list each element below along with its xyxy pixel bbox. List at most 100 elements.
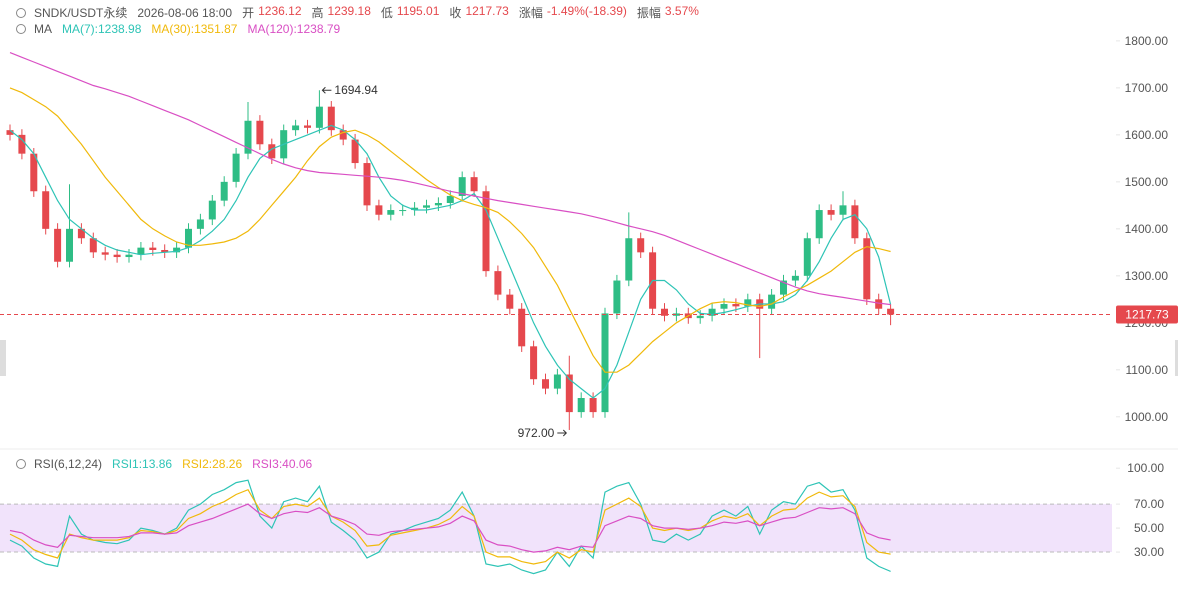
candle-body [851, 205, 859, 239]
candle-body [89, 238, 97, 253]
candle-body [244, 120, 252, 154]
candle-body [577, 398, 585, 413]
candle-body [875, 299, 883, 309]
candle-body [637, 238, 645, 253]
y-tick-label: 1700.00 [1125, 81, 1169, 95]
legend-item: MA(30):1351.87 [151, 22, 238, 36]
stat-value: 1217.73 [465, 4, 509, 18]
candle-body [220, 181, 228, 201]
y-tick-label: 70.00 [1134, 497, 1164, 511]
candle-body [625, 238, 633, 281]
stat-label: 低 [380, 6, 393, 20]
candle-body [351, 139, 359, 164]
arrow [321, 86, 332, 94]
stat-label: 涨幅 [518, 6, 543, 20]
candle-body [304, 125, 311, 128]
candle-body [720, 304, 728, 309]
ma-line [9, 52, 891, 306]
rsi-line [9, 503, 891, 553]
candle-body [113, 254, 121, 258]
candle-body [887, 308, 895, 315]
candle-body [387, 210, 395, 215]
low-label: 972.00 [518, 426, 555, 440]
candle-body [815, 210, 823, 239]
legend-item: MA(7):1238.98 [62, 22, 142, 36]
candle-body [518, 308, 526, 347]
y-tick-label: 1100.00 [1126, 363, 1169, 377]
candle-body [256, 120, 264, 145]
candle-body [470, 177, 478, 192]
collapse-icon[interactable] [16, 7, 26, 18]
candle-body [446, 195, 454, 203]
collapse-icon[interactable] [16, 24, 26, 34]
last-price-label: 1217.73 [1125, 307, 1169, 321]
candle-body [589, 398, 597, 413]
candle-body [732, 304, 740, 307]
stat-value: 1239.18 [327, 4, 371, 18]
candle-body [661, 308, 668, 316]
stat-value: -1.49%(-18.39) [546, 4, 627, 18]
stat-label: 高 [311, 6, 324, 20]
candle-body [77, 228, 85, 239]
y-tick-label: 30.00 [1134, 545, 1164, 559]
candle-body [565, 374, 573, 413]
indicator-label: MA [34, 22, 52, 36]
candle-body [863, 238, 871, 300]
candle-body [494, 271, 502, 295]
scroll-handle[interactable] [0, 340, 6, 376]
candle-body [208, 200, 216, 220]
ma-legend: MA MA(7):1238.98 MA(30):1351.87 MA(120):12… [16, 22, 340, 36]
candle-body [827, 210, 835, 215]
candle-body [696, 315, 704, 319]
legend-item: MA(120):1238.79 [247, 22, 341, 36]
y-tick-label: 100.00 [1127, 461, 1164, 475]
candle-body [137, 247, 145, 255]
candle-body [185, 228, 192, 248]
candle-body [744, 299, 752, 307]
candle-body [411, 207, 419, 211]
rsi-line [9, 479, 891, 575]
candle-body [315, 106, 323, 128]
scroll-handle[interactable] [1175, 340, 1178, 376]
candle-body [292, 125, 300, 131]
candle-body [42, 191, 50, 229]
candle-body [803, 238, 811, 276]
candle-body [232, 153, 240, 182]
stat-value: 1236.12 [258, 4, 302, 18]
stat-label: 开 [242, 6, 255, 20]
candle-body [101, 252, 109, 255]
candle-body [18, 134, 26, 154]
collapse-icon[interactable] [16, 459, 26, 469]
candle-body [780, 280, 787, 295]
candle-body [339, 130, 347, 140]
y-tick-label: 1800.00 [1125, 34, 1169, 48]
candle-body [542, 379, 549, 389]
y-tick-label: 1300.00 [1125, 269, 1169, 283]
symbol: SNDK/USDT永续 [34, 6, 128, 20]
stat-value: 1195.01 [396, 4, 440, 18]
candle-body [196, 219, 204, 229]
arrow [557, 429, 568, 437]
candle-body [708, 308, 716, 316]
candle-body [672, 313, 680, 316]
candle-body [601, 313, 609, 413]
rsi-title: RSI(6,12,24) [34, 457, 103, 471]
candle-body [768, 294, 776, 309]
header-row: SNDK/USDT永续 2026-08-06 18:00 开 1236.12 高 12… [16, 4, 699, 21]
candle-body [506, 294, 514, 309]
legend-item: RSI3:40.06 [252, 457, 313, 471]
rsi-legend: RSI(6,12,24) RSI1:13.86 RSI2:28.26 RSI3:40… [16, 457, 312, 471]
candle-body [553, 374, 561, 389]
rsi-line [9, 488, 891, 565]
candle-body [66, 228, 73, 262]
rsi-band [0, 504, 1112, 553]
candle-body [363, 163, 371, 206]
candle-body [173, 247, 181, 253]
y-tick-label: 1500.00 [1125, 175, 1169, 189]
candle-body [839, 205, 847, 215]
candle-body [268, 144, 276, 159]
candle-body [161, 249, 169, 253]
last-price-box [1116, 305, 1178, 324]
